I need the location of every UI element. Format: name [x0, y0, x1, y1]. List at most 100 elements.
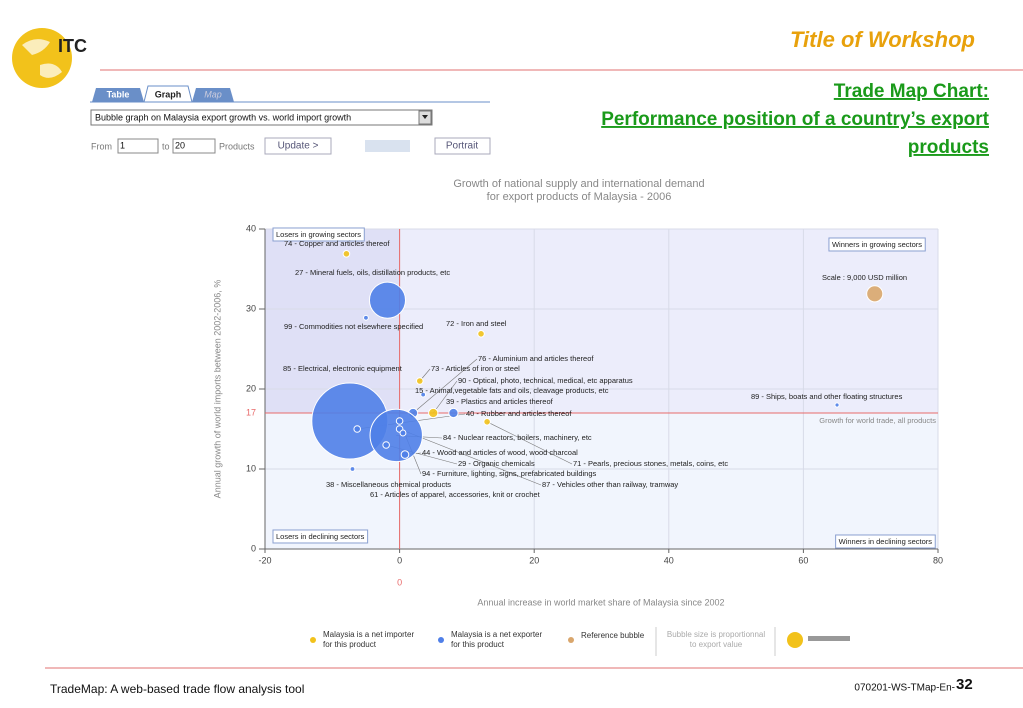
y-tick-label: 20: [246, 383, 256, 393]
tab-label[interactable]: Table: [107, 89, 130, 99]
workshop-title: Title of Workshop: [790, 27, 975, 52]
bubble-label: 76 - Aluminium and articles thereof: [478, 354, 594, 363]
quadrant-label: Losers in declining sectors: [276, 532, 365, 541]
bubble-label: 61 - Articles of apparel, accessories, k…: [370, 490, 541, 499]
x-tick-label: 80: [933, 555, 943, 565]
legend-swatch: [438, 637, 444, 643]
bubble: [399, 429, 407, 437]
leader-line: [412, 358, 478, 414]
bubble: [369, 408, 423, 463]
tab[interactable]: [192, 88, 234, 102]
legend-logo: [787, 632, 803, 648]
from-label: From: [91, 141, 112, 151]
arrow-icon: [422, 115, 428, 119]
bubble: [400, 450, 410, 459]
quadrant-box: [835, 534, 936, 549]
from-input[interactable]: [117, 138, 159, 154]
quadrant-label: Winners in declining sectors: [839, 537, 933, 546]
bubble: [342, 250, 351, 258]
y-axis-label: Annual growth of world imports between 2…: [212, 280, 222, 499]
quadrant-box: [828, 237, 926, 252]
legend-label: Malaysia is a net importer: [323, 630, 414, 639]
leader-line: [433, 380, 458, 414]
bubble-label: 94 - Furniture, lighting, signs, prefabr…: [422, 469, 597, 478]
bubble: [477, 330, 485, 338]
bubble: [866, 285, 884, 303]
heading: Performance position of a country’s expo…: [601, 109, 989, 130]
quadrant-box: [272, 227, 365, 242]
to-input[interactable]: [172, 138, 216, 154]
x-tick-label: 40: [664, 555, 674, 565]
x-tick-label: -20: [258, 555, 271, 565]
bubble: [349, 466, 356, 472]
bubble-label: 71 - Pearls, precious stones, metals, co…: [573, 459, 728, 468]
legend-logo-text: [808, 636, 850, 641]
from-value[interactable]: 1: [120, 140, 125, 150]
bubble-label: 15 - Animal,vegetable fats and oils, cle…: [415, 386, 609, 395]
bubble-label: 87 - Vehicles other than railway, tramwa…: [542, 480, 678, 489]
footer-left: TradeMap: A web-based trade flow analysi…: [50, 682, 304, 696]
logo: ITC: [12, 28, 87, 88]
portrait-button[interactable]: [434, 137, 491, 155]
reference-label: 17: [246, 407, 256, 417]
bubble-label: 44 - Wood and articles of wood, wood cha…: [422, 448, 578, 457]
y-tick-label: 30: [246, 303, 256, 313]
heading: products: [908, 137, 989, 158]
chart-title: Growth of national supply and internatio…: [453, 178, 704, 190]
bubble: [448, 407, 459, 419]
size-note: to export value: [690, 640, 743, 649]
dropdown-text[interactable]: Bubble graph on Malaysia export growth v…: [95, 112, 351, 122]
bubble: [363, 314, 369, 321]
legend-label: for this product: [323, 640, 377, 649]
bubble: [834, 402, 840, 408]
bubble: [483, 418, 491, 426]
icons[interactable]: [365, 140, 410, 152]
bubble-label: 29 - Organic chemicals: [458, 459, 535, 468]
bubble: [353, 425, 361, 433]
legend-label: for this product: [451, 640, 505, 649]
bubble: [382, 441, 390, 449]
quadrant: [265, 229, 400, 413]
to-label: to: [162, 141, 170, 151]
size-note: Bubble size is proportionnal: [667, 630, 766, 639]
x-axis-label: Annual increase in world market share of…: [477, 597, 724, 607]
y-tick-label: 0: [251, 543, 256, 553]
logo-text: ITC: [58, 36, 87, 56]
bubble-label: 99 - Commodities not elsewhere specified: [284, 322, 423, 331]
bubble-label: 73 - Articles of iron or steel: [431, 364, 520, 373]
portrait-button-label[interactable]: Portrait: [446, 141, 478, 152]
to-value[interactable]: 20: [175, 140, 185, 150]
bubble-label: 85 - Electrical, electronic equipment: [283, 364, 403, 373]
tab-active[interactable]: [143, 85, 193, 103]
bubble: [420, 391, 427, 398]
products-label: Products: [219, 141, 255, 151]
legend-swatch: [310, 637, 316, 643]
update-button-label[interactable]: Update >: [278, 141, 319, 152]
bubble: [368, 281, 407, 319]
quadrant-box: [272, 529, 369, 544]
legend-label: Reference bubble: [581, 631, 645, 640]
chart-title: for export products of Malaysia - 2006: [487, 191, 672, 203]
y-tick-label: 40: [246, 223, 256, 233]
bubble-label: Scale : 9,000 USD million: [822, 273, 907, 282]
tab[interactable]: [92, 88, 144, 102]
x-tick-label: 0: [397, 555, 402, 565]
bubble-label: 74 - Copper and articles thereof: [284, 239, 390, 248]
leader-line: [486, 421, 573, 465]
tab-label[interactable]: Map: [204, 89, 222, 99]
legend-label: Malaysia is a net exporter: [451, 630, 542, 639]
dropdown[interactable]: [90, 109, 433, 126]
bubble: [428, 407, 439, 419]
x-tick-label: 60: [798, 555, 808, 565]
bubble: [415, 377, 424, 385]
tab-label[interactable]: Graph: [155, 89, 182, 99]
footer-code: 070201-WS-TMap-En-: [854, 683, 955, 694]
update-button[interactable]: [264, 137, 332, 155]
heading: Trade Map Chart:: [834, 81, 989, 102]
bubble-label: 89 - Ships, boats and other floating str…: [751, 392, 903, 401]
reference-note: Growth for world trade, all products: [819, 416, 936, 425]
bubble-label: 90 - Optical, photo, technical, medical,…: [458, 376, 633, 385]
bubble-label: 72 - Iron and steel: [446, 319, 507, 328]
bubble-label: 84 - Nuclear reactors, boilers, machiner…: [443, 433, 592, 442]
